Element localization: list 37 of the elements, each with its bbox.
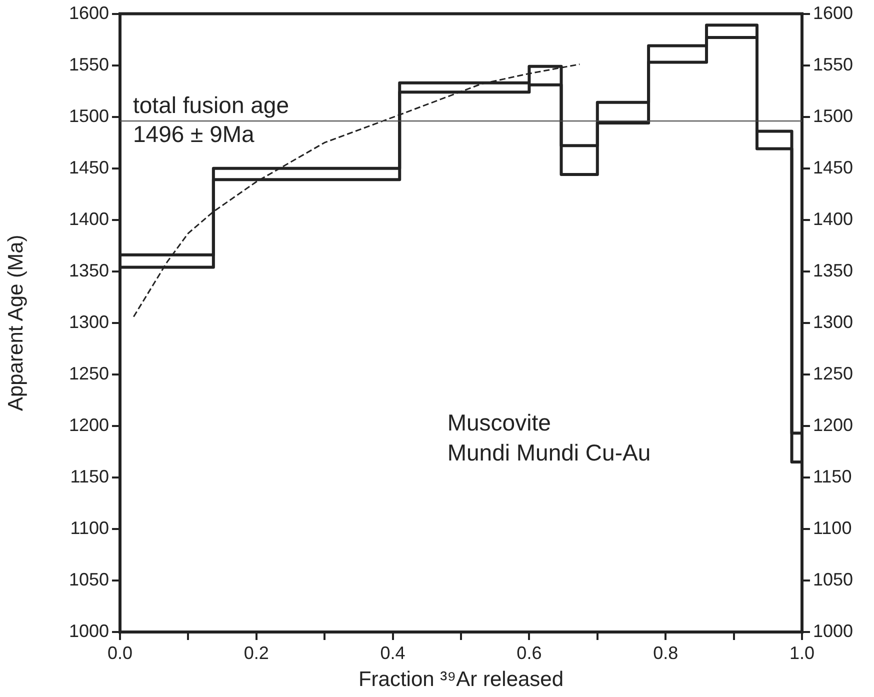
y2-tick-label: 1400 <box>813 208 854 229</box>
y-tick-label: 1400 <box>68 208 109 229</box>
x-tick-label: 0.0 <box>107 642 133 663</box>
y-tick-label: 1200 <box>68 414 109 435</box>
y-tick-label: 1100 <box>70 518 109 538</box>
annotation: Mundi Mundi Cu-Au <box>447 439 651 466</box>
y2-tick-label: 1350 <box>813 260 854 280</box>
x-tick-label: 0.6 <box>516 642 542 663</box>
y-tick-label: 1350 <box>68 260 109 280</box>
y-tick-label: 1250 <box>68 363 109 384</box>
y-tick-label: 1000 <box>68 620 109 641</box>
y-tick-label: 1600 <box>68 2 109 23</box>
y-tick-label: 1450 <box>68 157 109 178</box>
y-tick-label: 1550 <box>68 54 109 74</box>
y2-tick-label: 1600 <box>813 2 854 23</box>
y2-tick-label: 1000 <box>813 620 854 641</box>
y-axis-title: Apparent Age (Ma) <box>4 234 28 412</box>
y2-tick-label: 1450 <box>813 157 854 178</box>
y2-tick-label: 1200 <box>813 414 854 435</box>
y2-tick-label: 1250 <box>813 363 854 384</box>
x-tick-label: 0.4 <box>380 642 406 663</box>
y2-tick-label: 1550 <box>813 54 854 74</box>
annotation: Muscovite <box>447 409 551 436</box>
y2-tick-label: 1050 <box>813 569 854 590</box>
x-tick-label: 0.2 <box>244 642 269 663</box>
x-axis-title: Fraction ³⁹Ar released <box>358 668 564 692</box>
y2-tick-label: 1300 <box>813 312 854 332</box>
y2-tick-label: 1100 <box>813 518 852 538</box>
y-tick-label: 1300 <box>68 312 109 332</box>
x-tick-label: 0.8 <box>653 642 678 663</box>
y2-tick-label: 1500 <box>813 106 854 126</box>
y-tick-label: 1150 <box>70 466 109 486</box>
y-tick-label: 1500 <box>68 106 109 126</box>
y2-tick-label: 1150 <box>813 466 852 486</box>
ref-line-label: total fusion age 1496 ± 9Ma <box>133 92 290 147</box>
y-tick-label: 1050 <box>68 569 109 590</box>
x-tick-label: 1.0 <box>789 642 815 663</box>
